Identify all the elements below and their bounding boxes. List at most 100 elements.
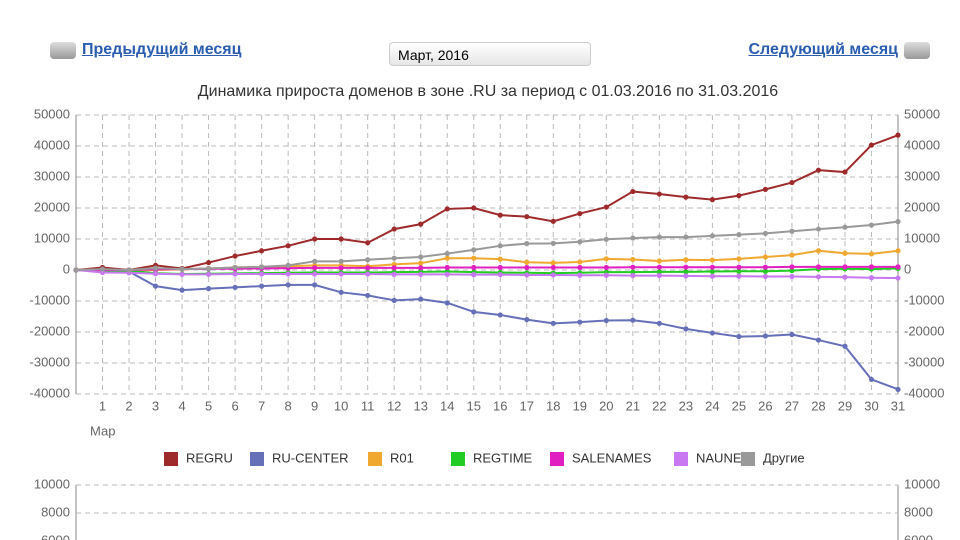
- point: [868, 376, 875, 383]
- x-tick-label: 22: [652, 398, 666, 413]
- point: [709, 257, 715, 263]
- point: [736, 273, 742, 279]
- x-tick-label: 17: [520, 398, 534, 413]
- point: [630, 264, 636, 270]
- point: [656, 234, 662, 240]
- point: [603, 236, 609, 242]
- point: [709, 264, 715, 270]
- point: [524, 259, 530, 265]
- series-line: [75, 269, 899, 391]
- next-button[interactable]: [904, 42, 930, 59]
- x-tick-label: 1: [99, 398, 106, 413]
- y-tick-label: 50000: [34, 106, 70, 121]
- x-tick-label: 5: [205, 398, 212, 413]
- chart-title: Динамика прироста доменов в зоне .RU за …: [198, 83, 778, 100]
- legend-label: R01: [390, 450, 414, 465]
- x-tick-label: 28: [811, 398, 825, 413]
- point: [895, 264, 901, 270]
- point: [630, 317, 636, 323]
- point: [577, 259, 583, 265]
- point: [179, 266, 185, 272]
- point: [577, 239, 583, 245]
- point: [444, 264, 450, 271]
- point: [418, 260, 424, 266]
- next-link[interactable]: Следующий месяц: [748, 41, 898, 58]
- point: [312, 258, 318, 264]
- point: [868, 275, 875, 281]
- point: [497, 272, 503, 278]
- legend-swatch: [451, 452, 465, 466]
- x-tick-label: 4: [178, 398, 185, 413]
- x-tick-label: 31: [891, 398, 905, 413]
- point: [842, 224, 848, 230]
- point: [205, 271, 212, 277]
- point: [815, 248, 822, 254]
- y-tick-label: 8000: [41, 504, 70, 519]
- point: [550, 320, 556, 326]
- point: [365, 271, 371, 277]
- legend-swatch: [250, 452, 264, 466]
- legend-label: RU-CENTER: [272, 450, 349, 465]
- point: [577, 272, 583, 278]
- point: [709, 233, 715, 239]
- month-select[interactable]: Март, 2016: [389, 42, 591, 66]
- point: [205, 259, 212, 266]
- point: [259, 248, 265, 254]
- point: [709, 273, 715, 279]
- point: [815, 337, 822, 343]
- point: [842, 343, 848, 349]
- legend-swatch: [368, 452, 382, 466]
- prev-link[interactable]: Предыдущий месяц: [82, 41, 242, 58]
- point: [815, 226, 822, 232]
- prev-button[interactable]: [50, 42, 76, 59]
- point: [312, 271, 318, 277]
- point: [603, 317, 609, 324]
- point: [709, 330, 715, 336]
- legend-swatch: [741, 452, 755, 466]
- y-tick-label: -30000: [30, 354, 70, 369]
- point: [338, 265, 344, 271]
- point: [683, 264, 689, 270]
- y2-tick-label: 0: [904, 261, 911, 276]
- point: [683, 234, 689, 240]
- point: [789, 331, 795, 338]
- point: [497, 312, 503, 318]
- point: [418, 265, 424, 271]
- point: [656, 272, 662, 279]
- point: [232, 271, 238, 277]
- point: [338, 289, 344, 295]
- point: [762, 333, 769, 339]
- x-tick-label: 16: [493, 398, 507, 413]
- point: [126, 267, 132, 273]
- point: [736, 268, 742, 274]
- point: [471, 272, 477, 278]
- point: [736, 232, 742, 238]
- point: [471, 205, 477, 211]
- point: [842, 250, 848, 256]
- point: [550, 272, 556, 278]
- point: [868, 142, 875, 148]
- point: [736, 264, 742, 270]
- y2-tick-label: -20000: [904, 323, 944, 338]
- x-tick-label: 3: [152, 398, 159, 413]
- point: [232, 253, 238, 259]
- series-line: [75, 269, 899, 280]
- point: [365, 292, 371, 299]
- legend-label: REGRU: [186, 450, 233, 465]
- point: [497, 256, 503, 262]
- point: [444, 255, 450, 261]
- point: [152, 265, 159, 271]
- point: [762, 264, 769, 270]
- point: [524, 317, 530, 323]
- point: [895, 275, 901, 281]
- point: [577, 210, 583, 217]
- point: [285, 271, 291, 277]
- point: [152, 283, 159, 289]
- x-tick-label: 23: [679, 398, 693, 413]
- x-tick-label: 30: [864, 398, 878, 413]
- point: [232, 264, 238, 271]
- point: [73, 267, 79, 273]
- x-tick-label: 12: [387, 398, 401, 413]
- point: [762, 254, 769, 260]
